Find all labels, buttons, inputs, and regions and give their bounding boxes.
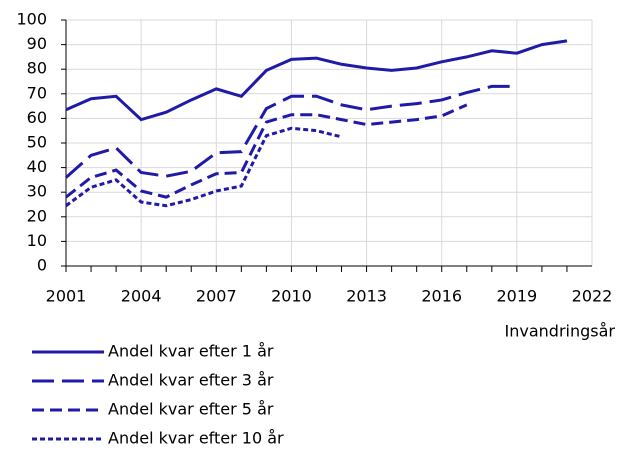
y-tick-label: 50: [27, 133, 47, 152]
y-tick-label: 30: [27, 182, 47, 201]
y-tick-label: 0: [37, 256, 47, 275]
y-tick-label: 70: [27, 83, 47, 102]
y-tick-label: 20: [27, 206, 47, 225]
x-tick-label: 2019: [496, 287, 537, 306]
y-tick-label: 40: [27, 157, 47, 176]
legend-label: Andel kvar efter 10 år: [108, 429, 284, 448]
x-tick-label: 2013: [346, 287, 387, 306]
x-tick-label: 2016: [421, 287, 462, 306]
x-tick-label: 2001: [46, 287, 87, 306]
y-tick-label: 100: [16, 10, 47, 29]
series-line: [65, 84, 517, 179]
series-line: [65, 126, 342, 208]
x-tick-label: 2004: [121, 287, 162, 306]
legend-label: Andel kvar efter 1 år: [108, 342, 274, 361]
x-tick-label: 2010: [271, 287, 312, 306]
x-tick-label: 2007: [196, 287, 237, 306]
y-tick-label: 90: [27, 34, 47, 53]
legend-label: Andel kvar efter 5 år: [108, 400, 274, 419]
x-tick-label: 2022: [572, 287, 613, 306]
y-tick-label: 60: [27, 108, 47, 127]
x-axis-label: Invandringsår: [505, 322, 616, 341]
y-tick-label: 80: [27, 59, 47, 78]
y-tick-label: 10: [27, 231, 47, 250]
series-line: [65, 103, 468, 199]
series-line: [65, 39, 568, 122]
legend-label: Andel kvar efter 3 år: [108, 371, 274, 390]
